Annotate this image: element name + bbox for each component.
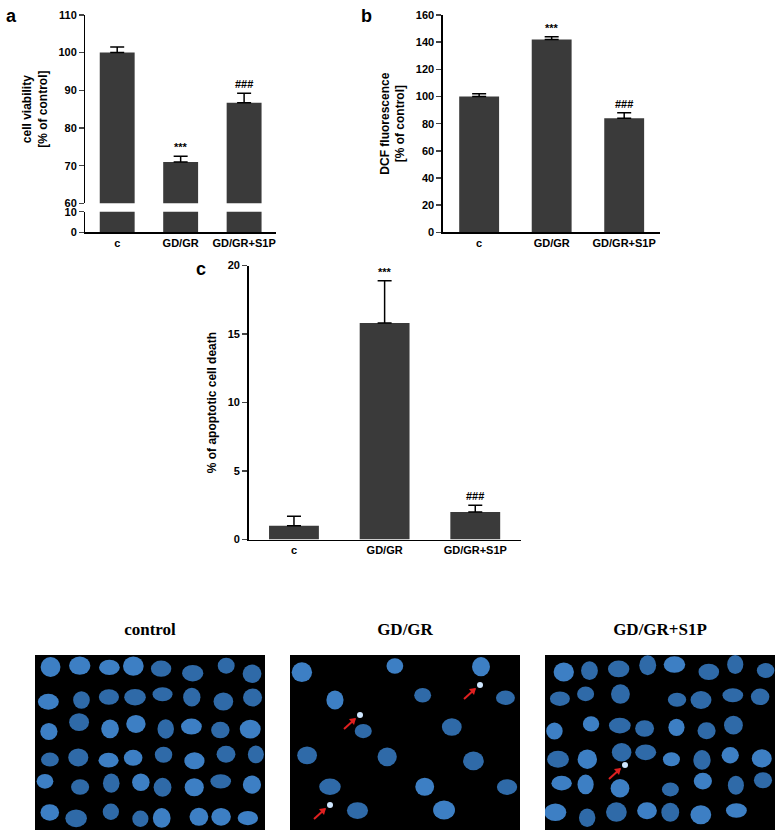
svg-text:160: 160 — [416, 9, 434, 21]
svg-text:GD/GR: GD/GR — [367, 544, 403, 556]
svg-text:20: 20 — [228, 259, 240, 271]
svg-text:15: 15 — [228, 328, 240, 340]
svg-text:100: 100 — [416, 90, 434, 102]
svg-text:c: c — [291, 544, 297, 556]
html-text:control: control — [124, 620, 176, 639]
svg-text:120: 120 — [416, 63, 434, 75]
svg-text:***: *** — [545, 22, 559, 34]
svg-text:100: 100 — [58, 46, 76, 58]
svg-text:10: 10 — [65, 206, 77, 218]
svg-text:40: 40 — [422, 172, 434, 184]
svg-text:a: a — [6, 6, 17, 26]
svg-text:60: 60 — [422, 145, 434, 157]
html-text:GD/GR: GD/GR — [377, 620, 433, 639]
svg-text:GD/GR+S1P: GD/GR+S1P — [444, 544, 507, 556]
svg-text:***: *** — [378, 266, 392, 278]
svg-text:c: c — [476, 237, 482, 249]
svg-text:GD/GR: GD/GR — [534, 237, 570, 249]
svg-text:0: 0 — [71, 226, 77, 238]
svg-text:###: ### — [466, 490, 484, 502]
svg-text:c: c — [114, 237, 120, 249]
svg-text:20: 20 — [422, 199, 434, 211]
svg-text:0: 0 — [428, 226, 434, 238]
svg-text:***: *** — [174, 141, 188, 153]
svg-text:b: b — [361, 6, 372, 26]
svg-text:GD/GR+S1P: GD/GR+S1P — [212, 237, 275, 249]
svg-text:70: 70 — [65, 160, 77, 172]
svg-text:90: 90 — [65, 84, 77, 96]
svg-text:GD/GR+S1P: GD/GR+S1P — [593, 237, 656, 249]
svg-text:80: 80 — [65, 122, 77, 134]
svg-text:###: ### — [615, 98, 633, 110]
svg-text:###: ### — [235, 78, 253, 90]
svg-text:60: 60 — [65, 197, 77, 209]
svg-text:% of apoptotic cell death: % of apoptotic cell death — [205, 332, 219, 473]
svg-text:140: 140 — [416, 36, 434, 48]
svg-text:10: 10 — [228, 396, 240, 408]
svg-text:DCF fluorescence[% of control]: DCF fluorescence[% of control] — [378, 72, 408, 174]
svg-text:cell viability[% of control]: cell viability[% of control] — [20, 70, 50, 147]
html-text:GD/GR+S1P: GD/GR+S1P — [613, 620, 707, 639]
svg-text:c: c — [196, 259, 206, 279]
svg-text:5: 5 — [234, 465, 240, 477]
svg-text:80: 80 — [422, 118, 434, 130]
svg-text:GD/GR: GD/GR — [163, 237, 199, 249]
svg-text:0: 0 — [234, 533, 240, 545]
svg-text:110: 110 — [59, 9, 77, 21]
